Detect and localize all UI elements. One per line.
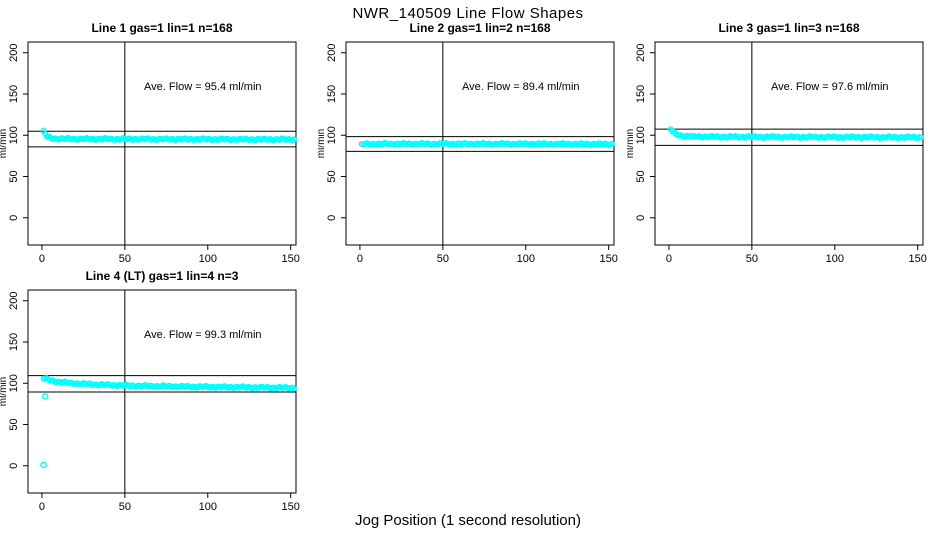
data-point (918, 134, 925, 141)
x-tick-label: 0 (39, 501, 45, 513)
chart-title: NWR_140509 Line Flow Shapes (352, 5, 584, 22)
y-tick-label: 150 (8, 85, 20, 103)
x-axis-label: Jog Position (1 second resolution) (355, 512, 581, 529)
ave-flow-annotation: Ave. Flow = 97.6 ml/min (771, 81, 888, 93)
axes: 0 50 100 150 0 50 100 150 200 (635, 44, 927, 265)
y-tick-label: 0 (8, 215, 20, 221)
x-tick-label: 0 (39, 253, 45, 265)
ave-flow-annotation: Ave. Flow = 95.4 ml/min (144, 81, 261, 93)
y-tick-label: 0 (8, 463, 20, 469)
y-axis-title: ml/min (0, 129, 9, 158)
x-tick-label: 50 (119, 501, 131, 513)
y-axis-title: ml/min (627, 129, 636, 158)
x-tick-label: 150 (282, 501, 300, 513)
y-axis-title: ml/min (0, 377, 9, 406)
x-tick-label: 100 (199, 253, 217, 265)
data-series (358, 139, 616, 149)
x-tick-label: 0 (666, 253, 672, 265)
x-tick-label: 100 (517, 253, 535, 265)
y-tick-label: 150 (326, 85, 338, 103)
axes: 0 50 100 150 0 50 100 150 200 (8, 44, 300, 265)
y-tick-label: 200 (8, 292, 20, 310)
y-tick-label: 100 (326, 126, 338, 144)
subplot-title: Line 2 gas=1 lin=2 n=168 (409, 21, 550, 35)
subplot-svg-3: Line 3 gas=1 lin=3 n=168 0 50 100 150 0 50 100 1… (625, 21, 927, 265)
x-tick-label: 150 (909, 253, 927, 265)
subplot-line-1: Line 1 gas=1 lin=1 n=168 0 50 100 150 0 50 100 1… (0, 18, 309, 273)
plot-border (654, 41, 924, 246)
data-point (291, 136, 298, 143)
subplot-title: Line 4 (LT) gas=1 lin=4 n=3 (86, 269, 239, 283)
y-tick-label: 50 (635, 170, 647, 182)
x-tick-label: 100 (826, 253, 844, 265)
axes: 0 50 100 150 0 50 100 150 200 (8, 292, 300, 513)
subplot-line-4: Line 4 (LT) gas=1 lin=4 n=3 0 50 100 150 0 50 1… (0, 266, 309, 521)
y-tick-label: 150 (8, 333, 20, 351)
subplot-svg-2: Line 2 gas=1 lin=2 n=168 0 50 100 150 0 50 100 1… (316, 21, 618, 265)
y-axis-title: ml/min (318, 129, 327, 158)
y-tick-label: 150 (635, 85, 647, 103)
subplot-title: Line 1 gas=1 lin=1 n=168 (91, 21, 232, 35)
x-tick-label: 50 (746, 253, 758, 265)
subplot-title: Line 3 gas=1 lin=3 n=168 (718, 21, 859, 35)
data-point (609, 140, 616, 147)
y-tick-label: 50 (326, 170, 338, 182)
data-point (291, 385, 298, 392)
plot-border (27, 41, 297, 246)
y-tick-label: 200 (326, 44, 338, 62)
subplot-svg-4: Line 4 (LT) gas=1 lin=4 n=3 0 50 100 150 0 50 1… (0, 269, 300, 513)
outlier-point (40, 461, 47, 469)
subplot-line-2: Line 2 gas=1 lin=2 n=168 0 50 100 150 0 50 100 1… (316, 18, 627, 273)
y-tick-label: 100 (635, 126, 647, 144)
y-tick-label: 100 (8, 374, 20, 392)
x-tick-label: 50 (437, 253, 449, 265)
y-tick-label: 50 (8, 418, 20, 430)
ave-flow-annotation: Ave. Flow = 99.3 ml/min (144, 329, 261, 341)
x-tick-label: 50 (119, 253, 131, 265)
x-tick-label: 150 (282, 253, 300, 265)
y-tick-label: 200 (635, 44, 647, 62)
y-tick-label: 100 (8, 126, 20, 144)
y-tick-label: 200 (8, 44, 20, 62)
y-tick-label: 0 (635, 215, 647, 221)
y-tick-label: 0 (326, 215, 338, 221)
axes: 0 50 100 150 0 50 100 150 200 (326, 44, 618, 265)
data-series (667, 126, 925, 142)
subplot-svg-1: Line 1 gas=1 lin=1 n=168 0 50 100 150 0 50 100 1… (0, 21, 300, 265)
x-tick-label: 100 (199, 501, 217, 513)
ave-flow-annotation: Ave. Flow = 89.4 ml/min (462, 81, 579, 93)
subplot-line-3: Line 3 gas=1 lin=3 n=168 0 50 100 150 0 50 100 1… (625, 18, 936, 273)
data-series (40, 375, 298, 469)
x-tick-label: 150 (600, 253, 618, 265)
data-series (40, 127, 298, 144)
y-tick-label: 50 (8, 170, 20, 182)
x-tick-label: 0 (357, 253, 363, 265)
outlier-point (41, 393, 49, 400)
